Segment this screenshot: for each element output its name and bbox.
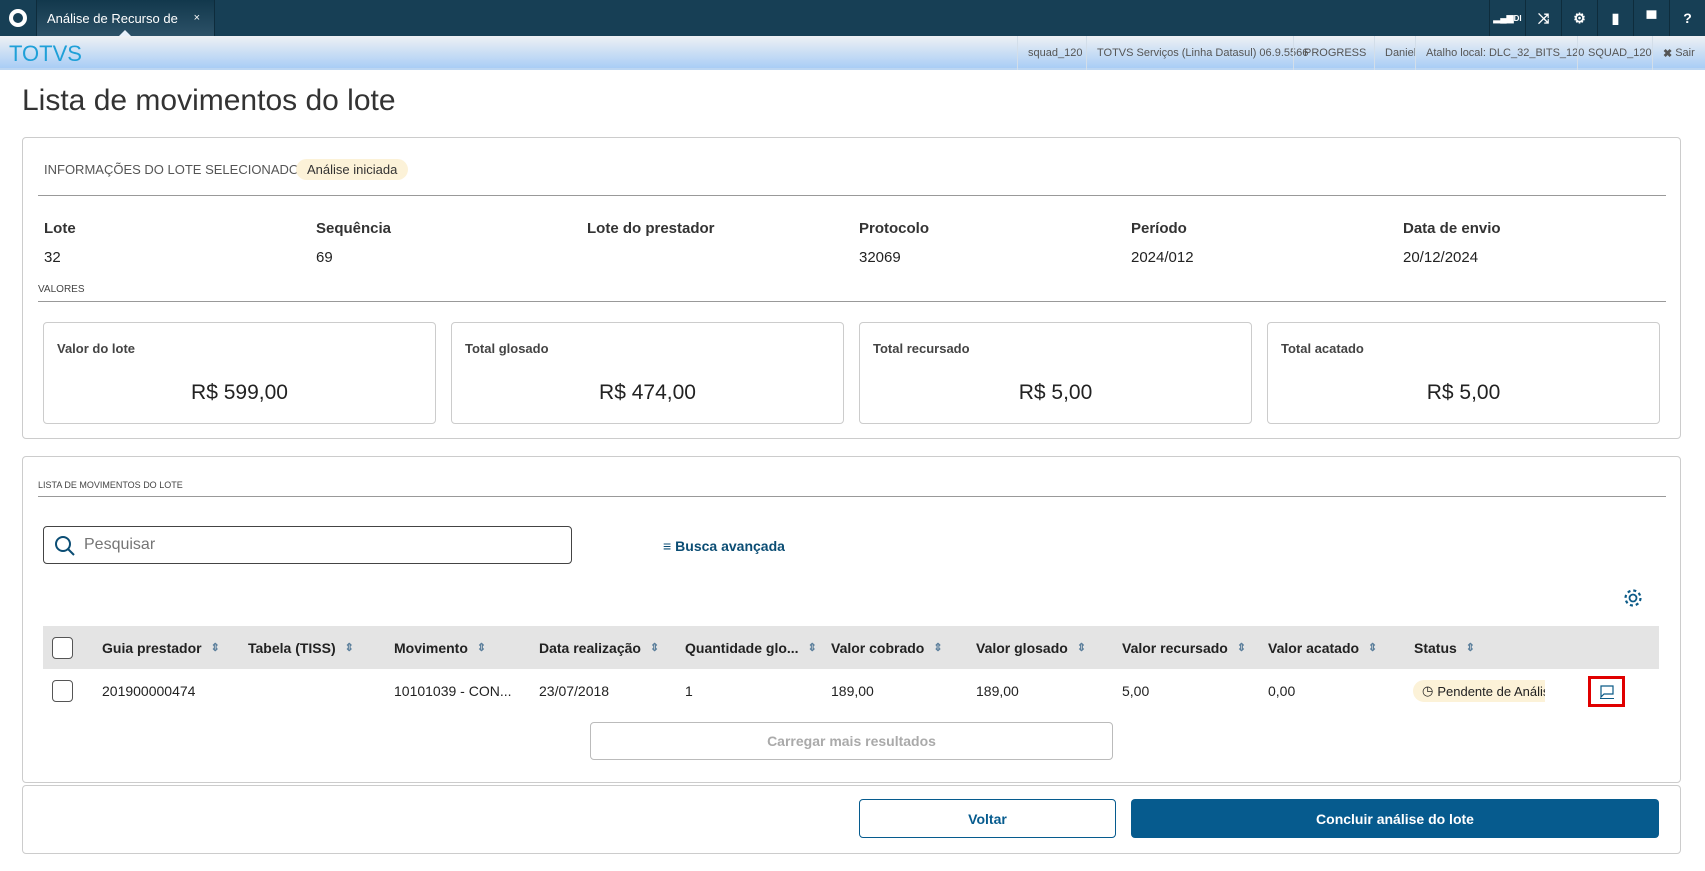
section-title: LISTA DE MOVIMENTOS DO LOTE <box>38 480 183 490</box>
conclude-analysis-button[interactable]: Concluir análise do lote <box>1131 799 1659 838</box>
sort-icon: ⇕ <box>933 642 943 654</box>
field-value: 2024/012 <box>1131 249 1194 266</box>
sort-icon: ⇕ <box>649 642 660 654</box>
header-item: TOTVS Serviços (Linha Datasul) 06.9.5566 <box>1086 36 1318 70</box>
search-input[interactable] <box>43 526 572 564</box>
table-header <box>43 626 1659 669</box>
signal-di-icon[interactable]: ▂▄▆ DI <box>1489 0 1525 36</box>
header-item: Atalho local: DLC_32_BITS_120 <box>1415 36 1594 70</box>
value-card-total-recursado: Total recursado R$ 5,00 <box>859 322 1252 424</box>
page-title: Lista de movimentos do lote <box>22 84 396 117</box>
logout-link[interactable]: ✖ Sair <box>1652 36 1705 70</box>
table-cell: 0,00 <box>1268 683 1296 699</box>
table-cell: 10101039 - CON... <box>394 683 512 699</box>
sort-icon: ⇕ <box>476 642 487 654</box>
table-cell: 23/07/2018 <box>539 683 610 699</box>
filter-icon: ≡ <box>663 538 672 554</box>
column-header[interactable]: Valor acatado ⇕ <box>1268 639 1378 656</box>
row-checkbox[interactable] <box>52 680 73 702</box>
sort-icon: ⇕ <box>807 642 817 654</box>
help-icon[interactable]: ? <box>1669 0 1705 36</box>
select-all-checkbox[interactable] <box>52 626 73 669</box>
status-badge: Análise iniciada <box>296 159 409 180</box>
field-value: 69 <box>316 249 333 266</box>
search-field[interactable] <box>84 533 554 557</box>
document-icon[interactable]: ▮ <box>1597 0 1633 36</box>
table-cell: 189,00 <box>831 683 874 699</box>
clock-icon: ◷ <box>1422 683 1434 698</box>
movements-card <box>22 456 1681 783</box>
header-item: PROGRESS <box>1293 36 1376 70</box>
table-cell: 5,00 <box>1122 683 1150 699</box>
lote-info-card <box>22 137 1681 439</box>
field-label: Período <box>1131 220 1187 237</box>
header-item: SQUAD_120 <box>1577 36 1662 70</box>
table-settings-gear-icon[interactable] <box>1623 588 1643 608</box>
header-item: squad_120 <box>1017 36 1092 70</box>
column-header[interactable]: Tabela (TISS) ⇕ <box>248 639 354 656</box>
field-label: Lote do prestador <box>587 220 715 237</box>
search-icon <box>55 536 75 556</box>
column-header[interactable]: Status ⇕ <box>1414 639 1476 656</box>
comment-icon <box>1599 684 1614 699</box>
sort-icon: ⇕ <box>1368 642 1378 654</box>
gear-icon[interactable]: ⚙ <box>1561 0 1597 36</box>
close-tab-icon[interactable]: × <box>193 12 200 24</box>
header-bar <box>0 36 1705 70</box>
section-title: INFORMAÇÕES DO LOTE SELECIONADO <box>44 162 299 177</box>
sort-icon: ⇕ <box>210 642 220 654</box>
sort-icon: ⇕ <box>1236 642 1247 654</box>
brand-logo: TOTVS <box>9 41 82 66</box>
field-label: Protocolo <box>859 220 929 237</box>
sort-icon: ⇕ <box>1465 642 1476 654</box>
column-header[interactable]: Guia prestador ⇕ <box>102 639 220 656</box>
sort-icon: ⇕ <box>344 642 354 654</box>
column-header[interactable]: Valor cobrado ⇕ <box>831 639 943 656</box>
value-card-total-glosado: Total glosado R$ 474,00 <box>451 322 844 424</box>
value-card-valor-lote: Valor do lote R$ 599,00 <box>43 322 436 424</box>
field-label: Data de envio <box>1403 220 1501 237</box>
close-x-icon: ✖ <box>1663 47 1673 60</box>
back-button[interactable]: Voltar <box>859 799 1116 838</box>
load-more-button[interactable]: Carregar mais resultados <box>590 722 1113 760</box>
active-tab-caret <box>119 30 131 36</box>
field-value: 20/12/2024 <box>1403 249 1479 266</box>
chat-icon[interactable]: ▀ <box>1633 0 1669 36</box>
divider <box>38 195 1666 196</box>
totvs-logo-icon[interactable] <box>0 0 37 36</box>
field-label: Lote <box>44 220 76 237</box>
column-header[interactable]: Data realização ⇕ <box>539 639 660 656</box>
table-cell: 1 <box>685 683 693 699</box>
sort-icon: ⇕ <box>1076 642 1087 654</box>
header-item: Daniel <box>1374 36 1426 70</box>
column-header[interactable]: Valor glosado ⇕ <box>976 639 1087 656</box>
advanced-search-link[interactable]: ≡ Busca avançada <box>663 538 785 554</box>
column-header[interactable]: Quantidade glo... ⇕ <box>685 639 817 656</box>
field-value: 32069 <box>859 249 901 266</box>
value-card-total-acatado: Total acatado R$ 5,00 <box>1267 322 1660 424</box>
field-value: 32 <box>44 249 61 266</box>
table-cell: 189,00 <box>976 683 1019 699</box>
field-label: Sequência <box>316 220 392 237</box>
values-title: VALORES <box>38 284 85 295</box>
shuffle-icon[interactable]: ⤨ <box>1525 0 1561 36</box>
status-badge: ◷ Pendente de Anális <box>1413 680 1545 702</box>
table-cell: 201900000474 <box>102 683 196 699</box>
top-bar <box>0 0 1705 36</box>
divider <box>38 301 1666 302</box>
column-header[interactable]: Valor recursado ⇕ <box>1122 639 1247 656</box>
comment-button[interactable] <box>1588 676 1625 707</box>
divider <box>38 496 1666 497</box>
tab-analise-recurso[interactable]: Análise de Recurso de × <box>37 0 215 36</box>
column-header[interactable]: Movimento ⇕ <box>394 639 487 656</box>
tab-label: Análise de Recurso de <box>47 10 178 26</box>
